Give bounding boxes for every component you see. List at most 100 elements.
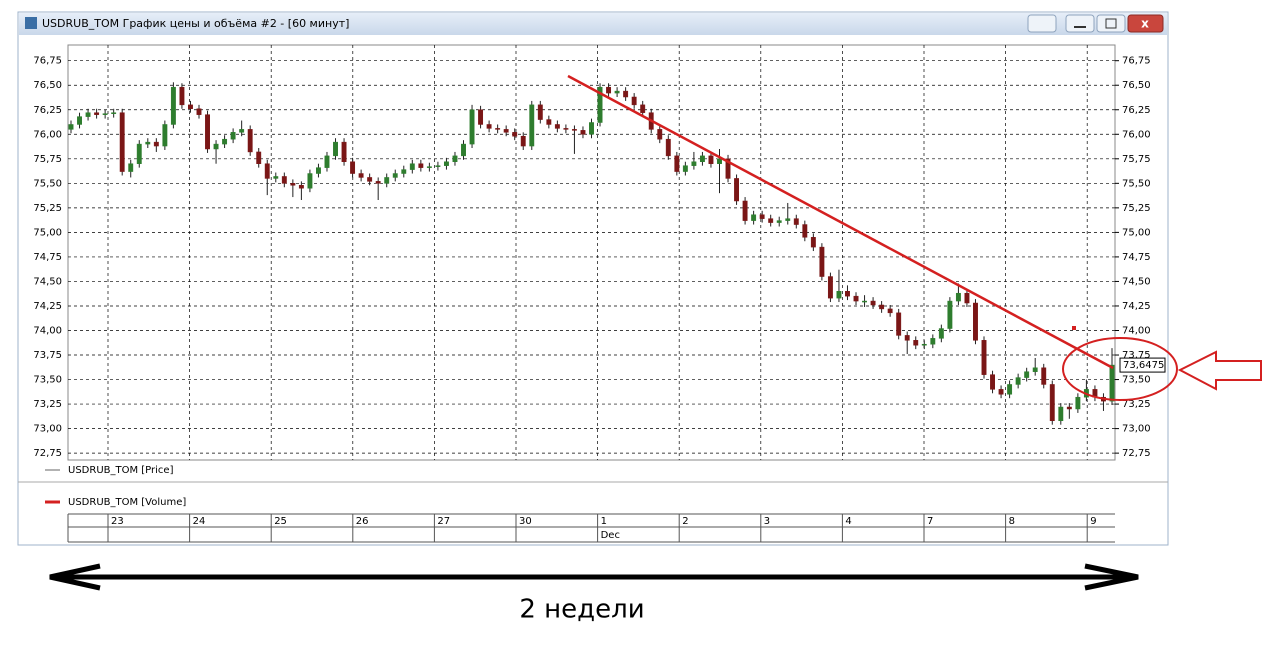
candle-body	[751, 214, 757, 221]
candle-body	[247, 129, 253, 153]
candle-body	[418, 163, 424, 168]
y-tick-label: 73,75	[33, 350, 62, 361]
candle-body	[119, 112, 125, 172]
y-tick-label-right: 75,50	[1122, 178, 1151, 189]
y-tick-label: 73,50	[33, 375, 62, 386]
candle-body	[836, 291, 842, 299]
candle-body	[316, 167, 321, 174]
y-tick-label: 73,00	[33, 424, 62, 435]
close-button[interactable]	[1127, 14, 1164, 33]
candle-body	[1109, 364, 1115, 402]
candle-body	[674, 155, 680, 172]
candle-body	[239, 129, 245, 133]
y-tick-label-right: 74,50	[1122, 276, 1151, 287]
day-label: 26	[356, 516, 369, 527]
legend-label: USDRUB_TOM [Price]	[68, 465, 174, 476]
last-price-box	[1119, 357, 1166, 373]
candle-body	[802, 224, 808, 238]
candle-body	[1007, 384, 1013, 395]
marker-dot	[1072, 326, 1076, 330]
candle-body	[341, 141, 347, 162]
candle-body	[793, 218, 799, 225]
legend-label: USDRUB_TOM [Volume]	[68, 497, 186, 508]
candle-body	[324, 155, 330, 168]
day-label: 30	[519, 516, 532, 527]
highlight-ellipse	[1062, 337, 1178, 401]
candle-body	[921, 343, 927, 346]
day-label: 2	[682, 516, 688, 527]
candle-body	[862, 300, 867, 303]
candle-body	[776, 220, 782, 223]
y-tick-label: 74,00	[33, 325, 62, 336]
candle-body	[691, 161, 697, 166]
y-tick-label: 76,25	[33, 105, 62, 116]
day-label: 27	[437, 516, 450, 527]
candle-body	[392, 173, 398, 178]
candle-body	[358, 173, 364, 178]
y-tick-label-right: 74,75	[1122, 252, 1151, 263]
y-tick-label: 73,25	[33, 399, 62, 410]
span-arrow-right	[1084, 563, 1139, 591]
candle-body	[938, 328, 944, 339]
candle-body	[1041, 367, 1047, 385]
y-tick-label-right: 73,50	[1122, 375, 1151, 386]
maximize-button[interactable]	[1096, 14, 1126, 33]
candle-body	[947, 300, 953, 329]
candle-body	[290, 183, 296, 186]
candle-body	[85, 112, 91, 117]
candle-body	[307, 173, 313, 189]
candle-body	[853, 295, 859, 302]
title-bar	[19, 13, 1167, 35]
svg-text:x: x	[1141, 17, 1149, 31]
candle-body	[1032, 367, 1038, 372]
candle-body	[554, 124, 560, 129]
candle-body	[742, 200, 748, 221]
pin-button[interactable]	[1027, 14, 1057, 33]
candle-body	[128, 163, 134, 172]
candle-body	[717, 158, 722, 164]
candle-body	[333, 141, 338, 157]
y-tick-label: 75,75	[33, 154, 62, 165]
candle-body	[896, 312, 902, 336]
pointer-arrow	[1177, 350, 1262, 391]
candle-body	[102, 113, 108, 115]
candle-body	[94, 112, 100, 115]
candle-body	[546, 119, 552, 125]
candle-body	[1075, 396, 1081, 410]
y-tick-label-right: 75,75	[1122, 154, 1151, 165]
candle-body	[461, 143, 466, 157]
y-tick-label: 72,75	[33, 448, 62, 459]
candle-body	[196, 108, 202, 115]
y-tick-label: 76,00	[33, 129, 62, 140]
candle-body	[887, 308, 893, 314]
candle-body	[904, 335, 910, 341]
candle-body	[281, 176, 287, 184]
candle-body	[759, 214, 765, 219]
candle-body	[537, 104, 543, 120]
candle-body	[452, 155, 458, 162]
day-label: 3	[764, 516, 770, 527]
candle-body	[68, 124, 74, 130]
candle-body	[170, 86, 176, 125]
day-label: 8	[1009, 516, 1015, 527]
span-label: 2 недели	[519, 595, 644, 625]
candle-body	[375, 181, 381, 184]
candle-body	[384, 177, 390, 184]
candle-body	[589, 122, 594, 135]
candle-body	[1024, 371, 1030, 378]
y-tick-label-right: 76,00	[1122, 129, 1151, 140]
candle-body	[145, 141, 151, 145]
y-tick-label: 75,00	[33, 227, 62, 238]
y-tick-label-right: 73,75	[1122, 350, 1151, 361]
candle-body	[734, 178, 740, 202]
minimize-button[interactable]	[1065, 14, 1095, 33]
y-tick-label-right: 75,00	[1122, 227, 1151, 238]
candle-body	[409, 163, 415, 170]
y-tick-label: 76,50	[33, 80, 62, 91]
y-tick-label: 75,25	[33, 203, 62, 214]
candle-body	[495, 128, 501, 130]
candle-body	[162, 124, 168, 147]
candle-body	[973, 302, 978, 341]
candle-body	[77, 116, 82, 125]
day-label: 23	[111, 516, 124, 527]
